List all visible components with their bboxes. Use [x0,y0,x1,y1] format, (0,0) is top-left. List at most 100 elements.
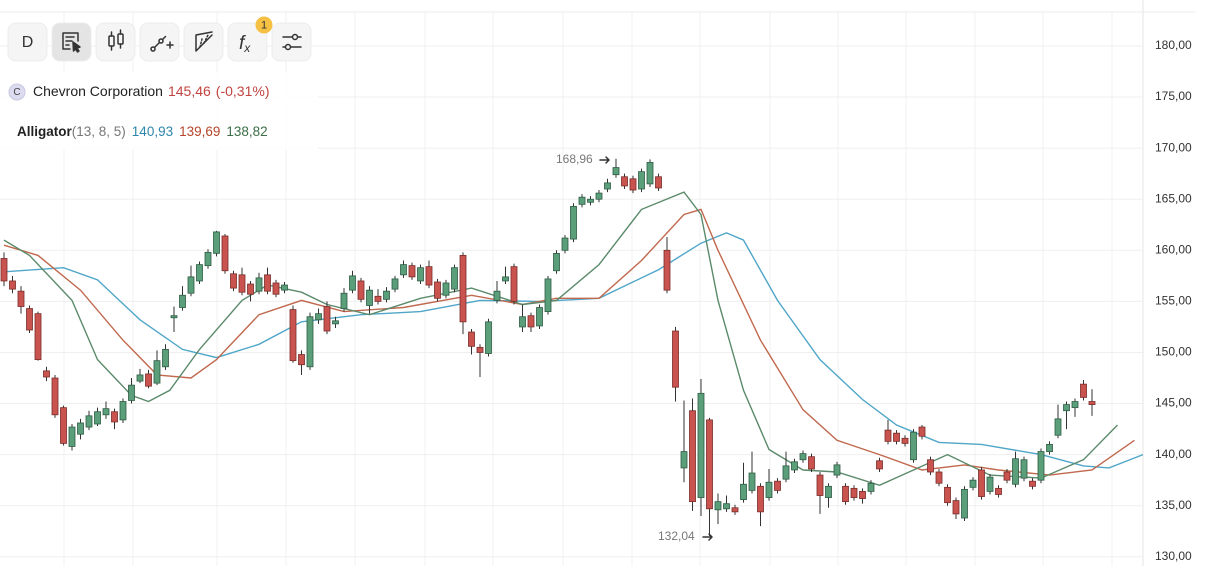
candle-body [1037,451,1045,481]
candle-body [663,249,671,291]
candle-body [672,330,679,388]
candle-body [850,487,858,498]
candle-body [111,411,118,423]
candle-body [918,426,926,437]
candle-body [170,315,178,319]
candles-button[interactable] [95,22,136,62]
candle-body [85,415,93,428]
candle-body [238,274,246,293]
price: 145,46 [168,83,211,99]
settings-button[interactable] [271,22,312,62]
candle-body [833,464,841,476]
legend-bg [0,72,318,150]
candle-body [1063,404,1070,412]
candle-body [136,374,144,382]
candle-body [731,507,739,513]
symbol-letter: C [13,87,20,98]
y-tick-label: 140,00 [1155,447,1192,461]
candle-body [68,426,76,447]
high-annotation: 168,96 [556,152,593,166]
y-tick-label: 135,00 [1155,498,1192,512]
candle-body [561,237,569,251]
y-tick-label: 160,00 [1155,242,1192,256]
candle-body [374,295,382,302]
candle-body [510,266,518,302]
candle-body [128,384,135,401]
candle-body [536,307,543,327]
candle-body [502,276,509,282]
candle-body [94,411,101,425]
y-tick-label: 130,00 [1155,549,1192,563]
candle-body [791,461,798,471]
candle-body [578,196,586,205]
y-tick-label: 175,00 [1155,89,1192,103]
y-tick-label: 150,00 [1155,345,1192,359]
candle-body [434,281,441,299]
indicators-button[interactable] [227,22,268,62]
candle-body [816,474,824,496]
candle-body [255,277,263,292]
candle-body [697,392,705,498]
candle-body [893,432,900,442]
candle-body [867,482,875,492]
candle-body [213,231,220,254]
candle-body [187,276,195,294]
candle-body [459,255,467,323]
interval-button[interactable] [7,22,48,62]
candle-body [51,377,59,416]
candle-body [910,431,917,461]
candle-body [986,476,994,492]
candle-body [519,316,526,328]
candle-body [655,176,662,189]
candle-body [1088,401,1096,405]
candle-body [859,491,866,499]
candle-body [340,292,348,309]
candle-body [485,321,492,354]
candle-body [876,460,883,470]
candle-body [408,265,416,278]
badge-count: 1 [261,19,267,31]
candle-body [723,503,730,510]
candle-body [357,280,365,300]
candle-body [612,167,620,176]
candle-body [714,501,722,511]
legend: C Chevron Corporation 145,46 (-0,31%) Alli… [8,83,269,139]
candle-body [978,469,985,497]
low-annotation: 132,04 [658,529,695,543]
candle-body [621,176,628,187]
plot [0,158,1144,536]
candle-body [349,275,356,291]
candle-body [468,331,475,347]
y-tick-label: 180,00 [1155,38,1192,52]
candle-body [60,407,67,444]
badge [255,16,273,34]
candle-body [383,290,390,300]
instrument-line: Chevron Corporation 145,46 (-0,31%) [33,83,269,99]
candle-body [961,488,968,519]
candle-body [43,370,50,378]
order-icon [62,32,81,53]
candle-body [1012,458,1019,485]
settings-icon [282,33,302,51]
change: (-0,31%) [216,83,270,99]
candle-body [306,316,314,368]
candle-body [221,235,229,272]
candle-body [706,419,713,510]
candle-body [842,485,849,503]
candle-body [204,251,212,267]
candle-body [782,465,790,480]
fib-icon [195,31,213,52]
fib-button[interactable] [183,22,224,62]
candles-icon [108,29,124,51]
candle-body [740,483,747,500]
candle-body [689,410,696,503]
candle-body [825,485,832,498]
candle-body [366,289,373,306]
candle-body [34,313,42,361]
candle-body [332,320,339,325]
bar-style-button[interactable] [51,22,92,62]
candle-body [1054,418,1062,436]
candle-body [952,500,960,515]
annotation-arrow [599,156,610,164]
candle-body [995,487,1002,495]
